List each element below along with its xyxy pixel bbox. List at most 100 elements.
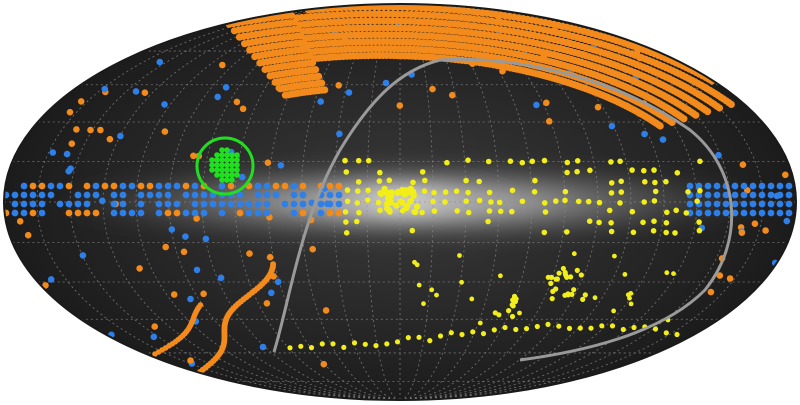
source-dot	[137, 200, 145, 208]
source-dot	[290, 200, 298, 208]
source-dot	[683, 210, 690, 216]
source-dot	[281, 182, 289, 190]
source-dot	[386, 177, 393, 184]
source-dot	[299, 191, 307, 199]
source-dot	[317, 98, 325, 105]
track-curve	[272, 57, 734, 362]
source-dot	[101, 182, 109, 190]
source-dot	[156, 58, 164, 66]
source-dot	[365, 187, 371, 194]
source-dot	[191, 191, 199, 199]
source-dot	[453, 188, 460, 194]
source-dot	[341, 344, 347, 350]
source-dot	[541, 200, 548, 206]
source-dot	[476, 197, 483, 204]
source-dot	[263, 300, 271, 307]
source-dot	[564, 169, 570, 176]
source-dot	[83, 191, 91, 199]
source-dot	[351, 340, 358, 346]
source-dot	[74, 209, 82, 217]
source-dot	[664, 270, 670, 276]
source-dot	[509, 208, 515, 215]
source-dot	[335, 209, 343, 217]
source-dot	[377, 169, 383, 176]
source-dot	[193, 215, 200, 222]
source-dot	[549, 296, 555, 302]
source-dot	[92, 209, 100, 217]
source-dot	[622, 272, 628, 277]
source-dot	[119, 182, 127, 190]
source-dot	[564, 159, 571, 166]
source-dot	[782, 171, 789, 179]
source-dot	[556, 323, 562, 329]
source-dot	[406, 188, 414, 195]
source-dot	[580, 296, 586, 302]
source-dot	[377, 207, 383, 214]
source-dot	[419, 209, 425, 216]
source-dot	[571, 251, 577, 257]
source-dot	[758, 182, 766, 190]
source-dot	[92, 191, 100, 199]
source-dot	[200, 200, 208, 208]
source-dot	[73, 126, 80, 133]
source-dot	[767, 200, 775, 208]
source-dot	[343, 230, 350, 236]
source-dot	[611, 308, 616, 314]
source-dot	[588, 325, 594, 331]
source-dot	[320, 360, 328, 368]
source-dot	[356, 209, 362, 216]
source-dot	[419, 169, 426, 175]
source-dot	[47, 276, 55, 283]
source-dot	[596, 199, 603, 206]
source-dot	[219, 177, 225, 183]
source-dot	[222, 84, 230, 91]
source-dot	[641, 130, 648, 138]
source-dot	[344, 187, 351, 193]
source-dot	[785, 209, 793, 217]
source-dot	[272, 182, 280, 190]
source-dot	[254, 209, 262, 217]
source-dot	[393, 189, 401, 196]
source-dot	[229, 177, 235, 183]
source-dot	[298, 343, 304, 349]
source-dot	[713, 200, 721, 208]
source-dot	[421, 188, 428, 194]
source-dot	[749, 191, 757, 199]
source-dot	[263, 182, 271, 190]
source-dot	[137, 191, 145, 199]
source-dot	[652, 326, 659, 332]
source-dot	[146, 182, 154, 190]
source-dot	[587, 167, 593, 174]
source-dot	[442, 199, 448, 205]
source-dot	[429, 287, 435, 293]
source-dot	[309, 245, 317, 253]
source-dot	[318, 79, 326, 87]
source-dot	[577, 325, 583, 331]
source-dot	[268, 289, 275, 297]
source-dot	[344, 198, 351, 205]
source-dot	[29, 191, 37, 199]
source-dot	[642, 179, 648, 185]
source-dot	[731, 209, 739, 217]
source-dot	[459, 279, 464, 285]
source-dot	[697, 158, 703, 165]
source-dot	[63, 150, 71, 158]
source-dot	[704, 108, 712, 116]
source-dot	[476, 178, 483, 185]
source-dot	[565, 292, 571, 298]
source-dot	[449, 91, 456, 99]
source-dot	[465, 157, 471, 163]
source-dot	[236, 200, 244, 208]
source-dot	[74, 200, 82, 208]
source-dot	[545, 118, 553, 125]
source-dot	[97, 126, 104, 134]
source-dot	[354, 200, 361, 206]
source-dot	[236, 191, 244, 199]
source-dot	[219, 167, 225, 173]
source-dot	[335, 182, 343, 190]
source-dot	[137, 182, 145, 190]
source-dot	[542, 209, 549, 215]
source-dot	[362, 341, 368, 347]
source-dot	[704, 209, 712, 217]
source-dot	[496, 199, 503, 206]
